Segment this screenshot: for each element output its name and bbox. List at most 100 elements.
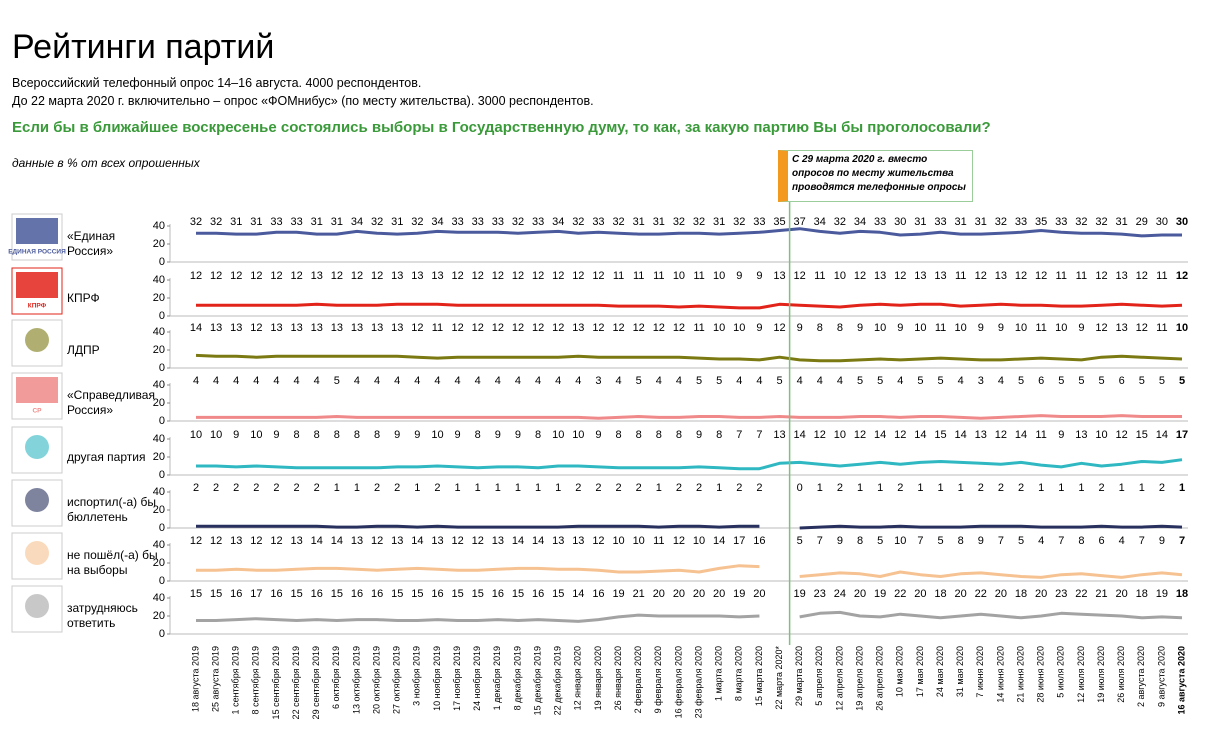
- x-tick-label: 23 февраля 2020: [693, 646, 703, 718]
- value-label: 9: [1078, 322, 1084, 334]
- value-label: 4: [756, 375, 762, 387]
- icon-text: КПРФ: [28, 303, 47, 310]
- value-label: 4: [897, 375, 903, 387]
- value-label: 16: [492, 588, 504, 600]
- value-label: 4: [233, 375, 239, 387]
- value-label: 8: [314, 429, 320, 441]
- value-label: 15: [472, 588, 484, 600]
- value-label: 5: [877, 535, 883, 547]
- value-label: 13: [270, 322, 282, 334]
- value-label: 4: [837, 375, 843, 387]
- value-label: 11: [814, 270, 825, 282]
- value-label: 10: [955, 322, 967, 334]
- value-label: 4: [213, 375, 219, 387]
- x-tick-label: 3 ноября 2019: [412, 646, 422, 706]
- value-label: 20: [1116, 588, 1128, 600]
- value-label: 12: [512, 270, 524, 282]
- value-label: 33: [1055, 216, 1067, 228]
- value-label: 1: [535, 482, 541, 494]
- value-label: 11: [1156, 270, 1167, 282]
- value-label: 13: [290, 322, 302, 334]
- series-label: затрудняюсь ответить: [67, 601, 138, 630]
- value-label: 13: [391, 270, 403, 282]
- x-tick-label: 28 июня 2020: [1036, 646, 1046, 703]
- value-label: 31: [391, 216, 403, 228]
- value-label: 12: [995, 429, 1007, 441]
- y-tick-label: 0: [159, 575, 165, 587]
- icon-fill: [16, 218, 58, 244]
- value-label: 9: [978, 322, 984, 334]
- value-label: 29: [1136, 216, 1148, 228]
- value-label: 11: [693, 270, 704, 282]
- value-label: 19: [794, 588, 806, 600]
- value-label: 4: [998, 375, 1004, 387]
- value-label: 32: [1075, 216, 1087, 228]
- series-label: ЛДПР: [67, 342, 100, 357]
- value-label: 4: [314, 375, 320, 387]
- value-label: 30: [894, 216, 906, 228]
- value-label: 10: [612, 535, 624, 547]
- value-label: 12: [472, 535, 484, 547]
- value-label: 31: [230, 216, 242, 228]
- series-line: [196, 227, 1182, 238]
- value-label: 32: [1095, 216, 1107, 228]
- x-tick-label: 9 августа 2020: [1156, 646, 1166, 707]
- value-label: 4: [455, 375, 461, 387]
- value-label: 30: [1156, 216, 1168, 228]
- value-label: 14: [190, 322, 202, 334]
- value-label: 12: [552, 270, 564, 282]
- value-label: 4: [374, 375, 380, 387]
- x-tick-label: 17 ноября 2019: [452, 646, 462, 711]
- value-label: 5: [937, 375, 943, 387]
- x-tick-label: 20 октября 2019: [371, 646, 381, 714]
- value-label: 13: [995, 270, 1007, 282]
- value-label: 12: [612, 322, 624, 334]
- value-label: 1: [1179, 482, 1185, 494]
- value-label: 1: [1038, 482, 1044, 494]
- value-label: 12: [250, 322, 262, 334]
- value-label: 31: [713, 216, 725, 228]
- value-label: 13: [290, 535, 302, 547]
- value-label: 14: [713, 535, 725, 547]
- x-tick-label: 22 сентября 2019: [291, 646, 301, 719]
- value-label: 12: [1035, 270, 1047, 282]
- value-label: 5: [1018, 375, 1024, 387]
- value-label: 13: [311, 322, 323, 334]
- value-label: 8: [475, 429, 481, 441]
- y-tick-label: 20: [153, 292, 165, 304]
- value-label: 13: [492, 535, 504, 547]
- value-label: 12: [592, 322, 604, 334]
- value-label: 11: [935, 322, 946, 334]
- value-label: 32: [673, 216, 685, 228]
- value-label: 20: [713, 588, 725, 600]
- icon-shape: [25, 594, 49, 618]
- value-label: 34: [431, 216, 443, 228]
- icon-text: СР: [32, 408, 42, 415]
- value-label: 4: [1119, 535, 1125, 547]
- value-label: 9: [978, 535, 984, 547]
- value-label: 13: [1116, 322, 1128, 334]
- value-label: 12: [331, 270, 343, 282]
- value-label: 33: [753, 216, 765, 228]
- value-label: 31: [311, 216, 323, 228]
- value-label: 33: [532, 216, 544, 228]
- series-line: [196, 414, 1182, 420]
- value-label: 10: [713, 270, 725, 282]
- x-tick-label: 18 августа 2019: [190, 646, 200, 712]
- value-label: 16: [592, 588, 604, 600]
- value-label: 15: [451, 588, 463, 600]
- value-label: 32: [210, 216, 222, 228]
- value-label: 10: [914, 322, 926, 334]
- x-tick-label: 2 августа 2020: [1136, 646, 1146, 707]
- value-label: 30: [1176, 216, 1188, 228]
- value-label: 11: [693, 322, 704, 334]
- value-label: 16: [753, 535, 765, 547]
- party-icon: КПРФ: [11, 267, 63, 315]
- value-label: 17: [250, 588, 262, 600]
- value-label: 9: [897, 322, 903, 334]
- value-label: 14: [331, 535, 343, 547]
- value-label: 5: [636, 375, 642, 387]
- value-label: 34: [814, 216, 826, 228]
- value-label: 16: [230, 588, 242, 600]
- value-label: 12: [492, 270, 504, 282]
